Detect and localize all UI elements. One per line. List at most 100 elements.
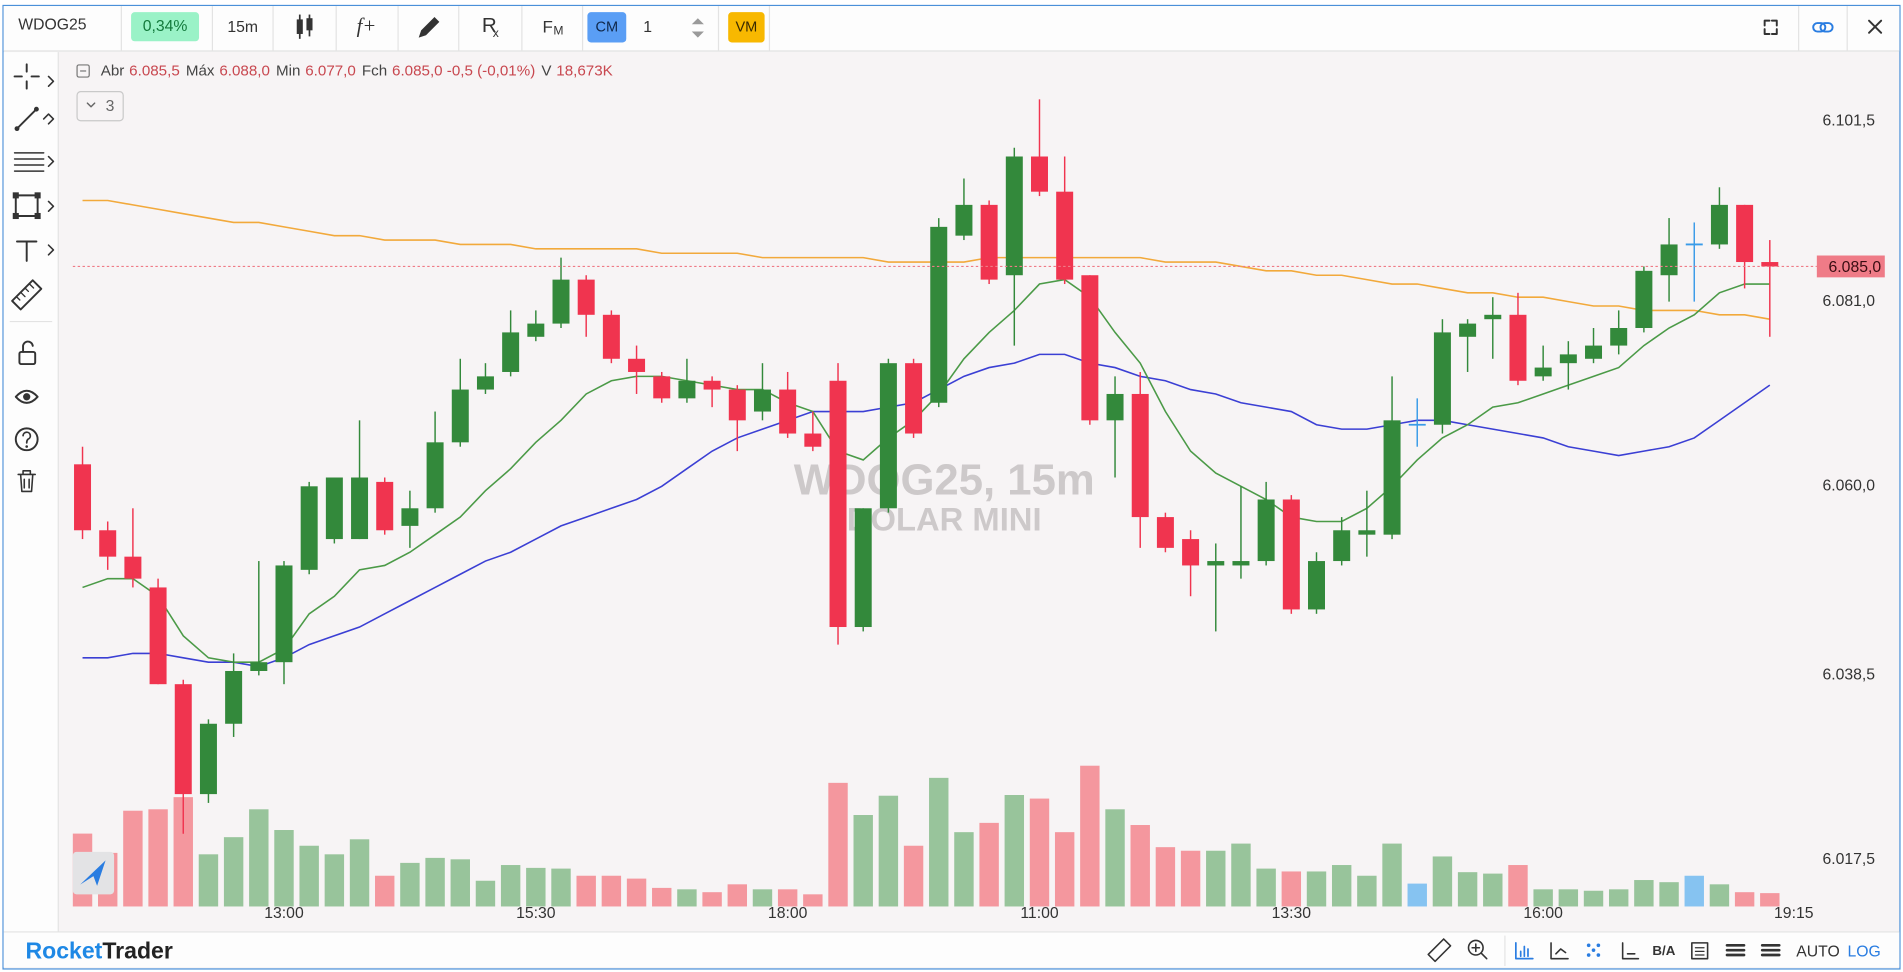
candle-body: [955, 204, 973, 236]
vm-box: [728, 12, 765, 43]
chart-type-button[interactable]: [296, 14, 313, 39]
draw-button[interactable]: [418, 16, 440, 38]
volume-bar: [1558, 889, 1579, 907]
interval-button[interactable]: 15m: [227, 19, 258, 36]
moving-average-line: [82, 199, 1770, 320]
layout-toggle[interactable]: [1760, 943, 1781, 957]
auto-scale-toggle[interactable]: AUTO: [1796, 944, 1840, 961]
volume-toggle[interactable]: [1514, 942, 1534, 960]
axis-toggle[interactable]: [1621, 942, 1640, 960]
fib-tool[interactable]: [13, 152, 45, 172]
candle-body: [552, 279, 570, 324]
cm-button[interactable]: CM: [596, 20, 619, 36]
line-tool[interactable]: [14, 106, 39, 132]
help-tool[interactable]: [14, 427, 39, 452]
link-button[interactable]: [1812, 22, 1834, 33]
volume-bar: [1608, 889, 1629, 907]
dots-toggle[interactable]: [1586, 943, 1601, 957]
candle-body: [149, 587, 167, 685]
candle-body: [401, 508, 419, 526]
legend-label: Fch: [362, 63, 387, 80]
crosshair-tool[interactable]: [13, 63, 40, 90]
text-tool[interactable]: [16, 240, 38, 262]
volume-bar: [1760, 893, 1780, 907]
legend-toggle[interactable]: [76, 64, 90, 78]
vm-button[interactable]: VM: [735, 20, 757, 36]
shape-tool[interactable]: [12, 192, 41, 220]
delete-tool[interactable]: [17, 470, 36, 493]
lock-tool[interactable]: [18, 340, 37, 366]
candle-body: [1585, 345, 1603, 359]
x-tick-label: 16:00: [1523, 905, 1563, 922]
candle-body: [905, 363, 923, 434]
fm-button[interactable]: F: [543, 17, 553, 36]
legend-label: Min: [276, 63, 300, 80]
axes: 6.101,5 6.081,0 6.060,0 6.038,5 6.017,5 13:00…: [72, 112, 1885, 922]
candle-body: [199, 723, 217, 795]
candle-body: [99, 530, 117, 557]
submenu-arrows: [42, 75, 55, 256]
close-button[interactable]: [1868, 19, 1883, 34]
x-tick-label: 15:30: [516, 905, 556, 922]
volume-bar: [979, 822, 999, 907]
volume-bar: [526, 867, 546, 907]
volume-bar: [123, 810, 143, 907]
volume-bar: [1659, 882, 1679, 907]
moving-averages: [82, 199, 1771, 668]
candle-body: [174, 684, 192, 795]
volume-bar: [1281, 871, 1302, 907]
candle-body: [602, 314, 620, 359]
volume-bar: [828, 782, 848, 907]
volume-bar: [400, 862, 420, 907]
legend-label: V: [541, 63, 552, 80]
candle-body: [426, 442, 444, 509]
left-toolbar: [3, 52, 59, 932]
candle-body: [1257, 499, 1275, 562]
layout-toggle[interactable]: [1725, 943, 1746, 957]
candle-body: [879, 363, 897, 509]
legend-value: 6.077,0: [305, 63, 356, 80]
symbol[interactable]: WDOG25: [18, 17, 87, 34]
quantity-input[interactable]: 1: [643, 19, 652, 36]
book-toggle[interactable]: [1691, 942, 1709, 960]
visibility-tool[interactable]: [14, 389, 39, 404]
measure-button[interactable]: [1427, 938, 1452, 963]
volume-bar: [1130, 825, 1150, 907]
volume-bar: [551, 868, 571, 907]
volume-bar: [1457, 872, 1478, 907]
volume-bar: [1508, 865, 1528, 907]
quantity-stepper[interactable]: [691, 18, 704, 38]
zoom-button[interactable]: [1467, 939, 1488, 960]
volume-bar: [1004, 795, 1025, 907]
ruler-tool[interactable]: [11, 279, 43, 311]
volume-bar: [148, 809, 168, 907]
volume-bar: [1256, 868, 1276, 907]
candle-body: [325, 477, 343, 540]
bid-ask-toggle[interactable]: B/A: [1652, 943, 1675, 958]
candle-body: [1005, 156, 1023, 276]
volume-bar: [954, 832, 974, 907]
fullscreen-button[interactable]: [1763, 19, 1778, 35]
candle-body: [1710, 204, 1728, 245]
volume-bar: [1407, 883, 1427, 907]
candle-body: [628, 358, 646, 372]
candle-body: [678, 380, 696, 399]
candle-body: [351, 477, 369, 540]
volume-bar: [702, 892, 722, 907]
candle-body: [1333, 530, 1351, 562]
navigate-button[interactable]: [72, 851, 115, 895]
volume-bar: [173, 797, 193, 907]
volume-bar: [223, 837, 244, 907]
volume-bar: [626, 878, 647, 907]
line-toggle[interactable]: [1550, 942, 1569, 960]
last-price-box: [1816, 255, 1885, 278]
candle-body: [1635, 270, 1653, 328]
volume-bar: [1533, 889, 1553, 907]
log-scale-toggle[interactable]: LOG: [1848, 944, 1881, 961]
replay-button[interactable]: R: [482, 14, 497, 37]
indicators-button[interactable]: f+: [357, 16, 377, 38]
candle-body: [1559, 354, 1577, 364]
volume-bar: [274, 830, 294, 907]
y-tick-label: 6.038,5: [1822, 667, 1875, 684]
collapse-button[interactable]: [76, 91, 124, 122]
